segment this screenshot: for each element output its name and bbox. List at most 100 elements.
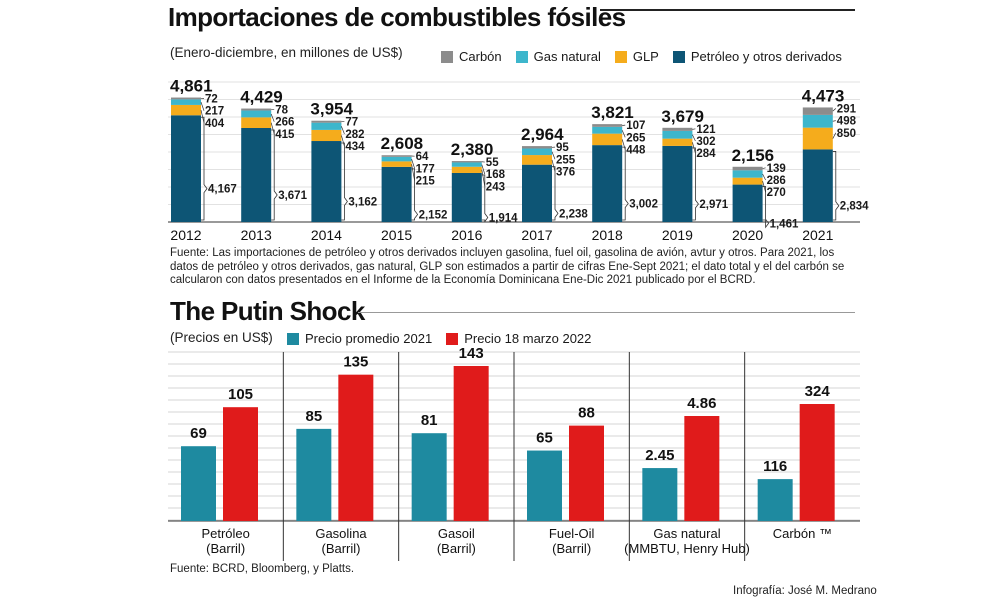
x-tick-label: 2014 <box>311 227 342 243</box>
bar-segment <box>592 133 623 146</box>
legend-swatch <box>515 50 528 63</box>
bar-segment <box>311 120 342 123</box>
legend-label: Precio 18 marzo 2022 <box>464 331 592 346</box>
bar-segment <box>522 148 552 156</box>
total-label: 2,608 <box>381 134 424 153</box>
x-tick-label: 2013 <box>241 227 272 243</box>
leader-line <box>270 113 275 122</box>
x-tick-label: (MMBTU, Henry Hub) <box>624 541 750 556</box>
chart1-title: Importaciones de combustibles fósiles <box>168 2 626 32</box>
leader-line <box>270 122 275 135</box>
bar-segment <box>802 114 833 128</box>
leader-line <box>411 164 415 181</box>
bar-segment <box>802 107 833 115</box>
leader-line <box>692 134 696 142</box>
bar-segment <box>171 99 201 105</box>
legend-swatch <box>614 50 627 63</box>
x-tick-label: 2015 <box>381 227 412 243</box>
value-label: 69 <box>190 425 207 442</box>
legend-swatch <box>446 332 459 345</box>
bar-segment <box>732 184 763 222</box>
chart2-note: Fuente: BCRD, Bloomberg, y Platts. <box>170 563 355 575</box>
x-tick-label: 2016 <box>451 227 482 243</box>
bar <box>296 428 332 521</box>
value-label: 850 <box>837 128 856 140</box>
value-label: 88 <box>578 405 595 422</box>
bar-segment <box>381 156 412 162</box>
bracket <box>762 186 770 229</box>
value-label: 95 <box>556 142 569 154</box>
bar-segment <box>662 145 693 222</box>
leader-line <box>551 159 556 172</box>
leader-line <box>200 110 205 124</box>
x-tick-label: 2017 <box>521 227 552 243</box>
bar <box>569 425 604 521</box>
bar-segment <box>381 166 412 222</box>
bracket <box>271 129 278 221</box>
bracket <box>481 174 489 223</box>
value-label: 177 <box>416 163 435 175</box>
value-label: 286 <box>767 175 786 187</box>
value-label: 121 <box>696 124 716 136</box>
value-label: 85 <box>305 408 322 425</box>
value-label: 3,671 <box>278 190 307 202</box>
leader-line <box>551 151 556 160</box>
bracket <box>832 151 840 221</box>
bar <box>527 450 562 521</box>
x-tick-label: Fuel-Oil <box>549 526 595 541</box>
value-label: 448 <box>626 145 646 157</box>
value-label: 116 <box>763 458 787 475</box>
value-label: 302 <box>696 136 715 148</box>
bar-segment <box>802 149 833 222</box>
value-label: 3,162 <box>348 197 377 209</box>
value-label: 55 <box>486 157 499 169</box>
total-label: 4,473 <box>802 86 845 105</box>
x-tick-label: Gasoil <box>438 526 475 541</box>
x-tick-label: Carbón ™ <box>773 526 832 541</box>
value-label: 217 <box>205 106 224 118</box>
bar-segment <box>522 155 552 165</box>
value-label: 135 <box>343 354 368 371</box>
x-tick-label: 2020 <box>732 227 763 243</box>
value-label: 255 <box>556 154 576 166</box>
value-label: 168 <box>486 169 506 181</box>
leader-line <box>762 181 766 193</box>
value-label: 415 <box>275 129 295 141</box>
value-label: 139 <box>767 163 786 175</box>
x-tick-label: Petróleo <box>201 526 249 541</box>
legend-label: Petróleo y otros derivados <box>690 49 842 64</box>
value-label: 2,238 <box>559 208 588 220</box>
value-label: 3,002 <box>629 199 658 211</box>
bracket <box>341 142 348 221</box>
bar-segment <box>662 138 693 146</box>
value-label: 284 <box>696 148 716 160</box>
bar-segment <box>311 129 342 142</box>
bar-segment <box>451 162 482 167</box>
chart1-note: Fuente: Las importaciones de petróleo y … <box>170 247 845 287</box>
bar-segment <box>241 108 272 111</box>
total-label: 4,861 <box>170 77 213 96</box>
value-label: 270 <box>767 187 786 199</box>
value-label: 77 <box>345 117 358 129</box>
x-tick-label: (Barril) <box>552 541 591 556</box>
chart1-legend: Carbón Gas natural GLP Petróleo y otros … <box>441 49 856 64</box>
bar-segment <box>171 97 201 100</box>
chart2-subtitle: (Precios en US$) <box>170 330 273 345</box>
bar-segment <box>311 122 342 130</box>
bar-segment <box>451 166 482 173</box>
legend-swatch <box>672 50 685 63</box>
legend-label: Gas natural <box>533 49 601 64</box>
bar-segment <box>451 161 482 163</box>
leader-line <box>692 142 696 154</box>
leader-line <box>341 135 345 147</box>
value-label: 282 <box>345 129 364 141</box>
bracket <box>622 146 629 221</box>
value-label: 2,971 <box>699 199 728 211</box>
total-label: 2,156 <box>732 146 775 165</box>
value-label: 498 <box>837 116 857 128</box>
value-label: 404 <box>205 118 225 130</box>
value-label: 78 <box>275 105 288 117</box>
bar-segment <box>592 145 623 222</box>
x-tick-label: (Barril) <box>322 541 361 556</box>
